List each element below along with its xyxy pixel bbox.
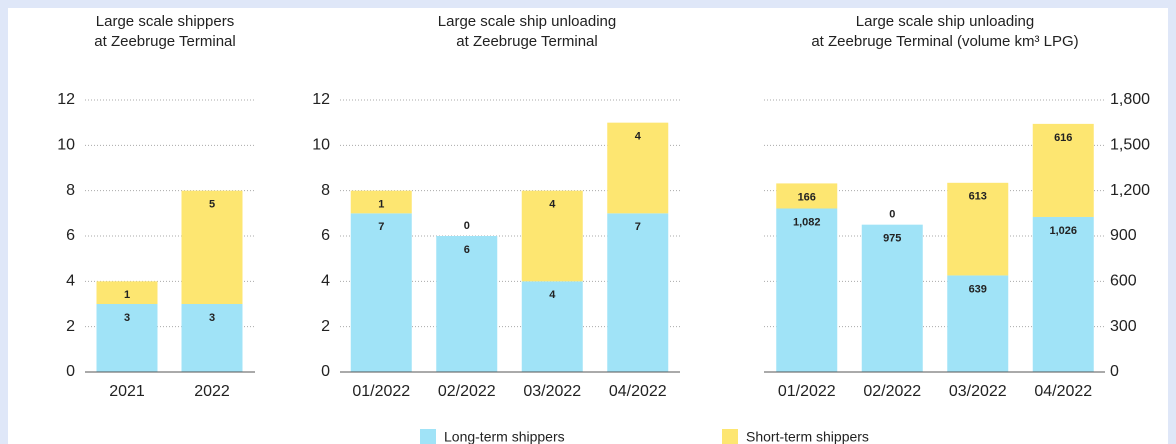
x-tick-label: 2021 <box>109 383 145 400</box>
y-tick-label: 0 <box>321 363 330 380</box>
y-tick-label: 2 <box>321 318 330 335</box>
legend-swatch <box>420 429 436 444</box>
data-label: 1 <box>124 289 130 301</box>
y-tick-label: 4 <box>66 273 75 290</box>
bar-segment <box>521 281 583 372</box>
bar-segment <box>947 275 1009 372</box>
bar-segment <box>350 213 412 372</box>
chart-title: at Zeebruge Terminal <box>456 33 597 50</box>
bar-segment <box>1032 216 1094 372</box>
bar-segment <box>947 182 1009 276</box>
data-label: 616 <box>1054 132 1072 144</box>
bar-segment <box>521 190 583 282</box>
bar-segment <box>181 190 243 304</box>
data-label: 639 <box>969 283 987 295</box>
y-tick-label: 4 <box>321 273 330 290</box>
y-tick-label: 10 <box>57 137 75 154</box>
y-tick-label: 900 <box>1110 227 1137 244</box>
chart-title: Large scale shippers <box>96 13 234 30</box>
x-tick-label: 04/2022 <box>1034 383 1092 400</box>
chart-title: at Zeebruge Terminal (volume km³ LPG) <box>811 33 1078 50</box>
y-tick-label: 12 <box>312 91 330 108</box>
data-label: 3 <box>124 312 130 324</box>
y-tick-label: 1,200 <box>1110 182 1150 199</box>
x-tick-label: 03/2022 <box>523 383 581 400</box>
y-tick-label: 10 <box>312 137 330 154</box>
bar-segment <box>861 224 923 372</box>
data-label: 0 <box>464 220 470 232</box>
bar-segment <box>607 213 669 372</box>
data-label: 166 <box>798 191 816 203</box>
bar-segment <box>1032 123 1094 217</box>
y-tick-label: 1,500 <box>1110 137 1150 154</box>
bar-segment <box>776 208 838 372</box>
data-label: 4 <box>549 199 556 211</box>
data-label: 975 <box>883 233 901 245</box>
bar-segment <box>96 281 158 304</box>
x-tick-label: 03/2022 <box>949 383 1007 400</box>
x-tick-label: 02/2022 <box>438 383 496 400</box>
bar-segment <box>96 304 158 372</box>
y-tick-label: 0 <box>1110 363 1119 380</box>
bar-segment <box>350 190 412 214</box>
x-tick-label: 04/2022 <box>609 383 667 400</box>
chart-title: at Zeebruge Terminal <box>94 33 235 50</box>
y-tick-label: 6 <box>66 227 75 244</box>
chart-title: Large scale ship unloading <box>856 13 1034 30</box>
data-label: 3 <box>209 312 215 324</box>
bar-segment <box>436 236 498 372</box>
data-label: 0 <box>889 209 895 221</box>
data-label: 6 <box>464 244 470 256</box>
y-tick-label: 1,800 <box>1110 91 1150 108</box>
y-tick-label: 8 <box>321 182 330 199</box>
data-label: 4 <box>549 289 556 301</box>
bar-segment <box>181 304 243 372</box>
y-tick-label: 12 <box>57 91 75 108</box>
data-label: 7 <box>635 221 641 233</box>
x-tick-label: 01/2022 <box>778 383 836 400</box>
y-tick-label: 8 <box>66 182 75 199</box>
data-label: 1,026 <box>1049 225 1077 237</box>
bar-segment <box>776 183 838 209</box>
data-label: 4 <box>635 131 642 143</box>
data-label: 1,082 <box>793 216 821 228</box>
x-tick-label: 01/2022 <box>352 383 410 400</box>
y-tick-label: 6 <box>321 227 330 244</box>
y-tick-label: 300 <box>1110 318 1137 335</box>
y-tick-label: 600 <box>1110 273 1137 290</box>
y-tick-label: 0 <box>66 363 75 380</box>
data-label: 7 <box>378 221 384 233</box>
data-label: 5 <box>209 199 215 211</box>
x-tick-label: 2022 <box>194 383 230 400</box>
legend-label: Long-term shippers <box>444 429 565 444</box>
data-label: 613 <box>969 191 987 203</box>
legend-swatch <box>722 429 738 444</box>
bar-segment <box>607 122 669 214</box>
chart-title: Large scale ship unloading <box>438 13 616 30</box>
y-tick-label: 2 <box>66 318 75 335</box>
data-label: 1 <box>378 199 384 211</box>
legend-label: Short-term shippers <box>746 429 869 444</box>
x-tick-label: 02/2022 <box>863 383 921 400</box>
